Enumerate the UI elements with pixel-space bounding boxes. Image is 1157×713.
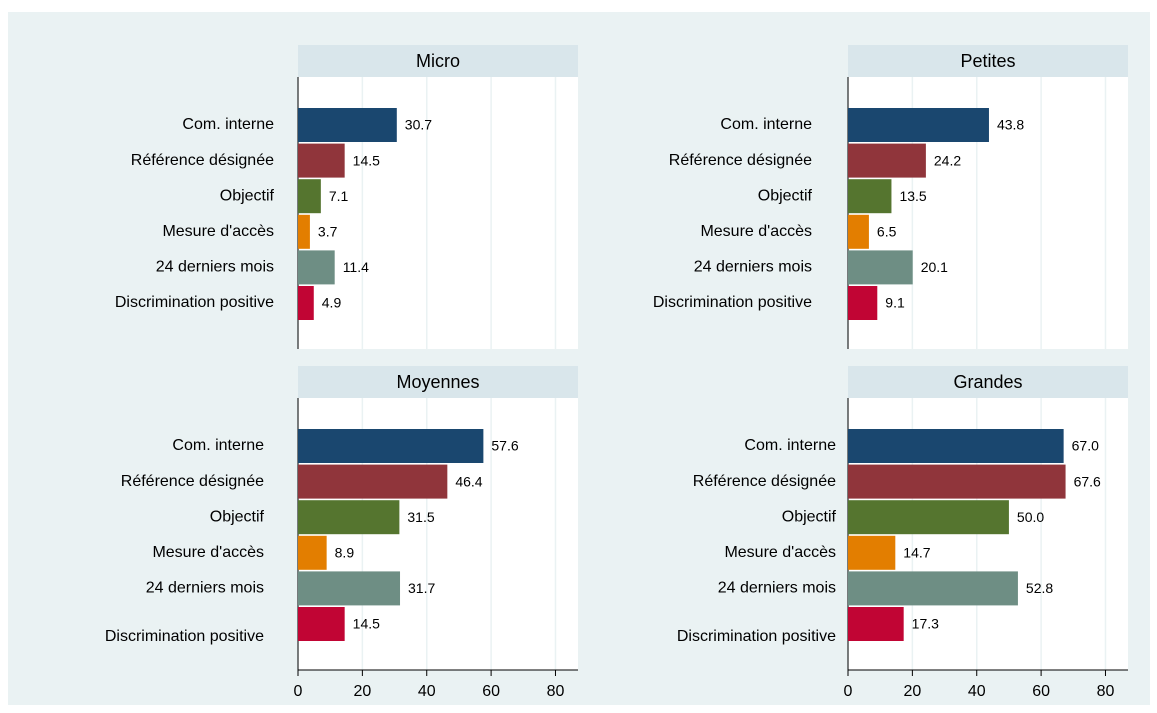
bar (298, 286, 314, 320)
value-label: 52.8 (1026, 580, 1053, 596)
category-label: Objectif (210, 508, 265, 525)
bar (298, 214, 310, 249)
x-tick-label: 0 (294, 683, 303, 700)
category-label: Com. interne (172, 437, 264, 454)
category-label: Discrimination positive (115, 294, 274, 311)
bar (848, 607, 904, 641)
bar (298, 429, 484, 463)
value-label: 14.5 (353, 152, 380, 168)
category-label: Discrimination positive (105, 628, 264, 645)
x-tick-label: 0 (844, 683, 853, 700)
value-label: 8.9 (335, 545, 355, 561)
category-label: Mesure d'accès (152, 544, 264, 561)
x-tick-label: 20 (353, 683, 371, 700)
category-label: Discrimination positive (677, 628, 836, 645)
value-label: 17.3 (912, 616, 939, 632)
value-label: 20.1 (921, 259, 948, 275)
bar (848, 500, 1009, 535)
bar (848, 214, 869, 249)
category-label: 24 derniers mois (718, 580, 836, 597)
value-label: 31.5 (407, 509, 434, 525)
bar (848, 464, 1066, 499)
bar (298, 464, 448, 499)
x-tick-label: 80 (1097, 683, 1115, 700)
x-tick-label: 40 (418, 683, 436, 700)
bar (848, 143, 926, 178)
category-label: Com. interne (720, 116, 812, 133)
category-label: Objectif (758, 187, 813, 204)
category-label: Référence désignée (669, 152, 812, 169)
value-label: 7.1 (329, 188, 349, 204)
value-label: 24.2 (934, 152, 961, 168)
panel-header (298, 45, 578, 77)
x-tick-label: 60 (482, 683, 500, 700)
x-tick-label: 80 (547, 683, 565, 700)
bar (298, 500, 400, 535)
value-label: 50.0 (1017, 509, 1044, 525)
value-label: 46.4 (455, 473, 482, 489)
bar (298, 607, 345, 641)
category-label: Objectif (782, 508, 837, 525)
value-label: 13.5 (899, 188, 926, 204)
category-label: Mesure d'accès (700, 223, 812, 240)
value-label: 14.5 (353, 616, 380, 632)
category-label: Objectif (220, 187, 275, 204)
value-label: 57.6 (491, 438, 518, 454)
category-label: 24 derniers mois (146, 580, 264, 597)
bar (848, 429, 1064, 463)
x-tick-label: 60 (1032, 683, 1050, 700)
category-label: Mesure d'accès (724, 544, 836, 561)
panel-title: Petites (960, 51, 1015, 71)
bar (298, 571, 401, 606)
panel-header (848, 366, 1128, 398)
bar (298, 179, 321, 214)
bar (298, 250, 335, 285)
value-label: 67.6 (1074, 473, 1101, 489)
category-label: 24 derniers mois (156, 259, 274, 276)
bar (848, 286, 878, 320)
value-label: 14.7 (903, 545, 930, 561)
value-label: 30.7 (405, 117, 432, 133)
category-label: Com. interne (182, 116, 274, 133)
value-label: 11.4 (343, 259, 369, 275)
panel-header (298, 366, 578, 398)
category-label: Com. interne (744, 437, 836, 454)
value-label: 67.0 (1072, 438, 1099, 454)
value-label: 31.7 (408, 580, 435, 596)
bar (848, 571, 1018, 606)
x-tick-label: 40 (968, 683, 986, 700)
category-label: Mesure d'accès (162, 223, 274, 240)
bar (298, 535, 327, 570)
category-label: 24 derniers mois (694, 259, 812, 276)
panel-title: Grandes (953, 372, 1022, 392)
category-label: Référence désignée (131, 152, 274, 169)
category-label: Discrimination positive (653, 294, 812, 311)
bar (298, 108, 397, 142)
panel-title: Moyennes (396, 372, 479, 392)
category-label: Référence désignée (693, 473, 836, 490)
bar (848, 179, 892, 214)
value-label: 6.5 (877, 224, 897, 240)
value-label: 9.1 (885, 295, 905, 311)
x-tick-label: 20 (903, 683, 921, 700)
bar (848, 108, 989, 142)
value-label: 43.8 (997, 117, 1024, 133)
category-label: Référence désignée (121, 473, 264, 490)
bar (848, 535, 896, 570)
bar (848, 250, 913, 285)
value-label: 3.7 (318, 224, 338, 240)
panel-title: Micro (416, 51, 460, 71)
value-label: 4.9 (322, 295, 342, 311)
panel-header (848, 45, 1128, 77)
bar (298, 143, 345, 178)
